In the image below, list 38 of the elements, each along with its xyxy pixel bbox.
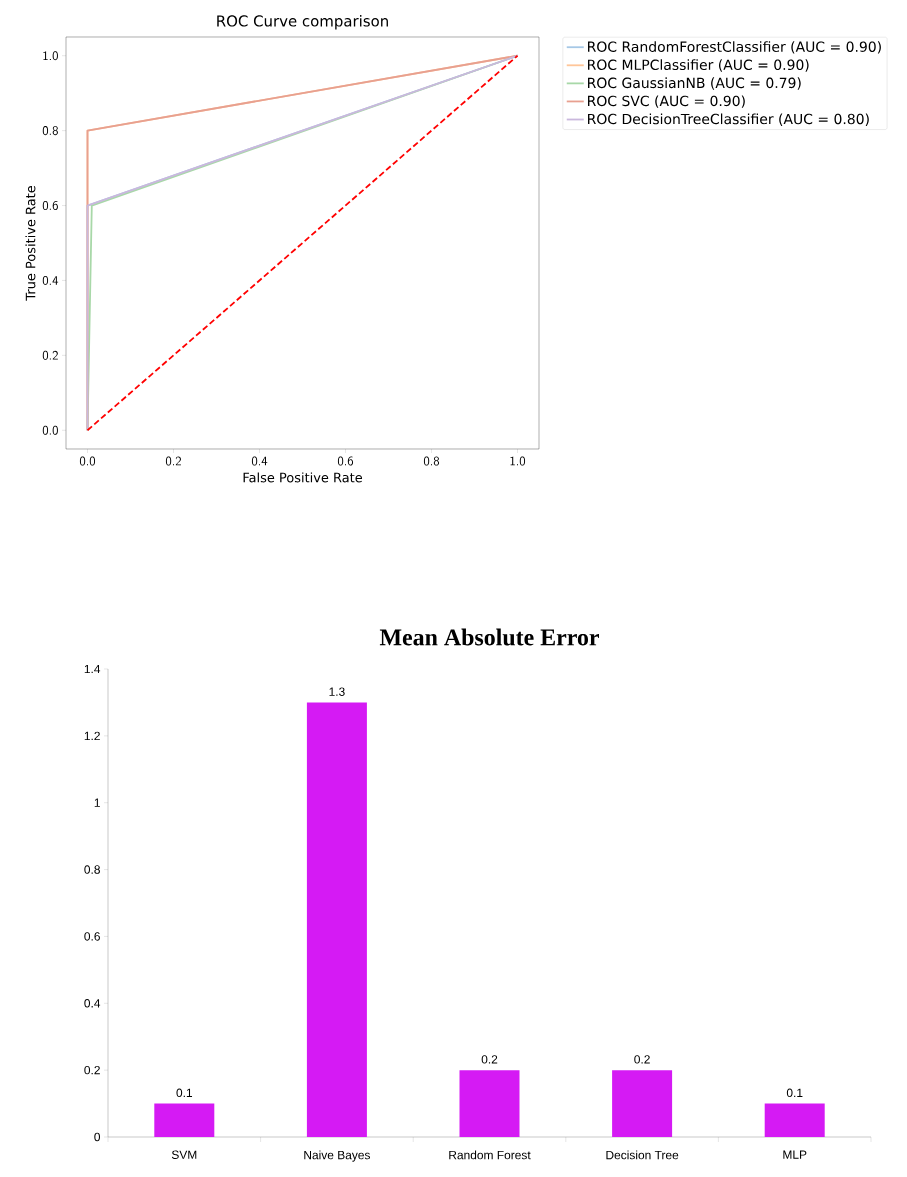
x-tick-label: Naive Bayes (304, 1150, 371, 1162)
y-tick-label: 1.4 (84, 664, 101, 674)
x-axis-title: False Positive Rate (243, 472, 363, 483)
y-tick-label: 0.4 (84, 999, 101, 1008)
legend-label: ROC MLPClassifier (AUC = 0.90) (588, 59, 809, 72)
x-tick-label: 0.2 (165, 456, 181, 466)
data-label: 1.3 (329, 687, 345, 696)
y-tick-label: 0.8 (42, 126, 58, 136)
x-tick-label: MLP (783, 1150, 807, 1159)
y-tick-label: 0.4 (42, 275, 59, 285)
y-tick-label: 1.0 (43, 51, 58, 61)
y-tick-label: 0.2 (84, 1065, 100, 1075)
y-tick-label: 1.2 (84, 731, 100, 741)
y-tick-label: 0.2 (42, 350, 58, 360)
x-tick-label: Decision Tree (606, 1150, 679, 1160)
y-axis-title: True Positive Rate (25, 185, 36, 301)
x-tick-label: 1.0 (510, 456, 526, 466)
data-label: 0.1 (176, 1088, 193, 1098)
x-tick-label: Random Forest (449, 1150, 531, 1160)
data-label: 0.2 (481, 1055, 498, 1064)
x-tick-label: 0.8 (423, 456, 440, 466)
legend-label: ROC DecisionTreeClassifier (AUC = 0.80) (588, 113, 869, 126)
y-tick-label: 0.6 (42, 201, 58, 211)
legend-label: ROC SVC (AUC = 0.90) (588, 95, 745, 108)
y-tick-label: 0.0 (42, 425, 58, 435)
data-label: 0.1 (786, 1088, 803, 1098)
y-tick-label: 0 (94, 1132, 101, 1142)
x-tick-label: 0.4 (251, 456, 268, 466)
y-tick-label: 1 (94, 798, 100, 807)
y-tick-label: 0.8 (84, 865, 100, 874)
chart-title: Mean Absolute Error (379, 628, 600, 646)
x-tick-label: SVM (171, 1150, 197, 1159)
x-tick-label: 0.6 (337, 456, 354, 466)
legend-label: ROC GaussianNB (AUC = 0.79) (588, 77, 801, 90)
legend-label: ROC RandomForestClassifier (AUC = 0.90) (588, 41, 881, 54)
y-tick-label: 0.6 (84, 932, 100, 941)
chart-title: ROC Curve comparison (217, 15, 388, 30)
data-label: 0.2 (634, 1055, 650, 1064)
